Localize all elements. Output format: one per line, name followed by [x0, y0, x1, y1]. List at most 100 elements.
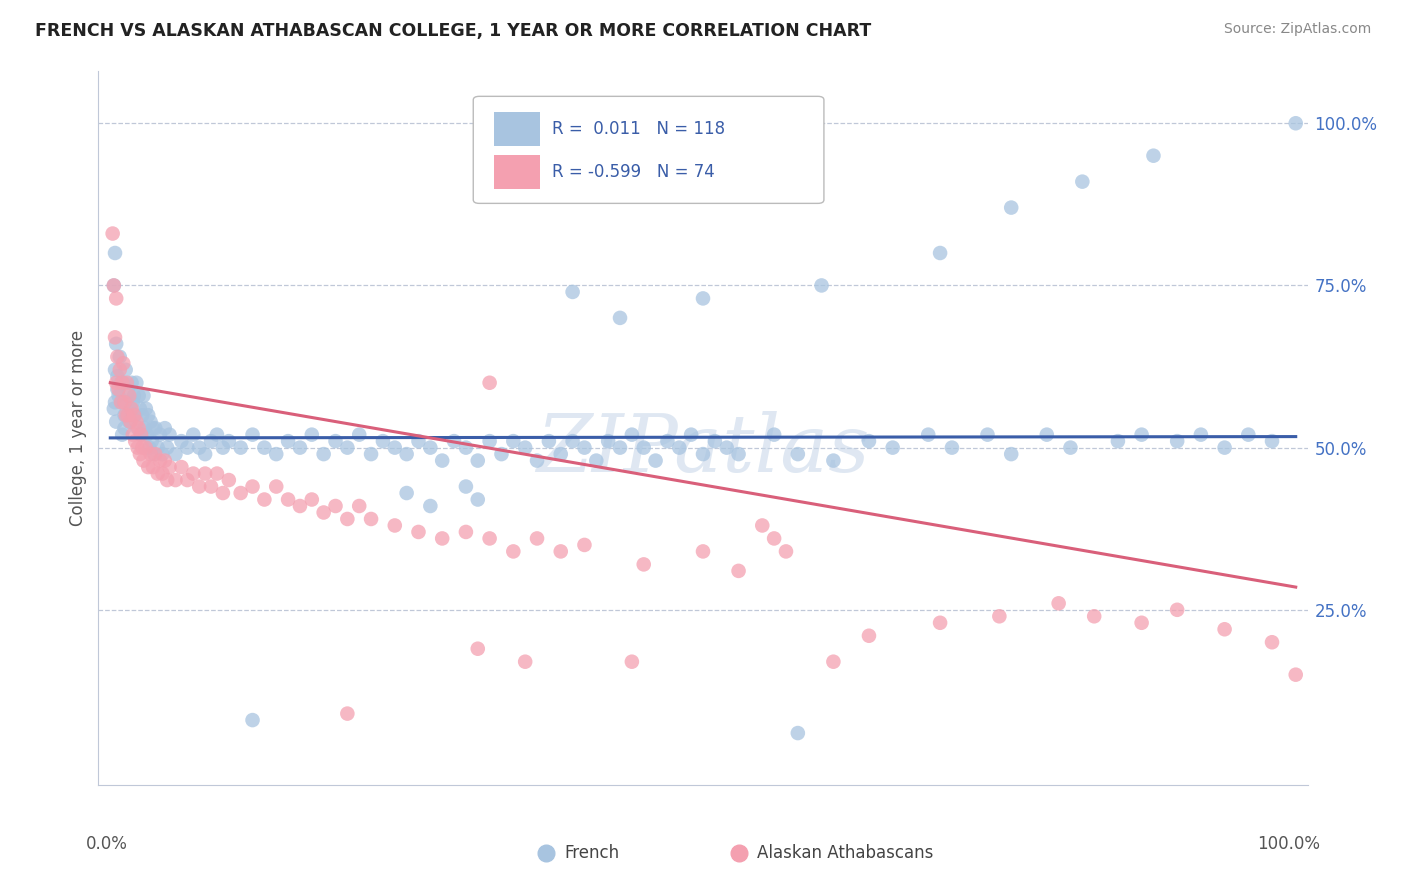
Point — [336, 706, 359, 721]
Point — [1213, 622, 1236, 636]
Point — [1047, 596, 1070, 610]
Point — [408, 434, 430, 449]
Point — [170, 460, 193, 475]
Point — [200, 434, 222, 449]
Point — [114, 363, 136, 377]
Point — [131, 408, 153, 422]
Point — [763, 532, 786, 546]
Point — [976, 427, 998, 442]
Point — [108, 350, 131, 364]
Point — [132, 453, 155, 467]
Point — [107, 382, 129, 396]
Point — [727, 447, 749, 461]
Point — [156, 473, 179, 487]
Point — [371, 434, 394, 449]
Point — [194, 467, 217, 481]
Point — [1083, 609, 1105, 624]
Point — [115, 376, 138, 390]
Point — [149, 453, 172, 467]
Point — [395, 447, 418, 461]
Point — [858, 434, 880, 449]
Point — [681, 427, 703, 442]
Point — [143, 447, 166, 461]
Point — [121, 376, 143, 390]
Point — [108, 363, 131, 377]
Point — [1142, 149, 1164, 163]
Point — [277, 492, 299, 507]
Point — [136, 408, 159, 422]
Point — [132, 389, 155, 403]
Point — [115, 408, 138, 422]
Point — [117, 408, 139, 422]
Point — [1285, 116, 1308, 130]
Point — [264, 479, 287, 493]
Point — [561, 285, 583, 299]
Point — [585, 453, 607, 467]
Point — [253, 492, 276, 507]
Point — [125, 415, 148, 429]
Point — [574, 538, 596, 552]
Point — [229, 486, 252, 500]
Point — [135, 441, 157, 455]
Point — [1166, 434, 1188, 449]
Text: French: French — [564, 844, 619, 862]
Point — [188, 441, 211, 455]
Point — [194, 447, 217, 461]
Point — [1189, 427, 1212, 442]
Point — [143, 447, 166, 461]
Point — [786, 726, 808, 740]
Point — [526, 532, 548, 546]
Point — [110, 376, 132, 390]
Point — [111, 395, 134, 409]
Point — [988, 609, 1011, 624]
Point — [111, 376, 134, 390]
Point — [153, 453, 176, 467]
Point — [107, 389, 129, 403]
Point — [810, 278, 832, 293]
Point — [419, 441, 441, 455]
Point — [620, 427, 643, 442]
Point — [786, 447, 808, 461]
Point — [253, 441, 276, 455]
Bar — [494, 112, 540, 146]
Point — [105, 350, 128, 364]
Point — [149, 427, 172, 442]
Point — [118, 415, 141, 429]
Point — [111, 427, 134, 442]
Point — [134, 421, 156, 435]
Point — [1166, 603, 1188, 617]
Point — [114, 395, 136, 409]
Point — [115, 395, 138, 409]
Text: Alaskan Athabascans: Alaskan Athabascans — [758, 844, 934, 862]
Point — [212, 441, 235, 455]
Point — [716, 441, 738, 455]
Point — [692, 544, 714, 558]
Point — [312, 447, 335, 461]
Point — [128, 421, 150, 435]
Point — [165, 447, 187, 461]
Point — [1261, 635, 1284, 649]
Point — [347, 499, 370, 513]
Point — [467, 453, 489, 467]
Point — [1130, 427, 1153, 442]
Point — [105, 336, 128, 351]
Point — [112, 356, 135, 370]
Point — [301, 492, 323, 507]
Point — [1059, 441, 1081, 455]
Point — [105, 415, 128, 429]
Point — [118, 389, 141, 403]
Point — [301, 427, 323, 442]
Point — [633, 441, 655, 455]
Y-axis label: College, 1 year or more: College, 1 year or more — [69, 330, 87, 526]
Point — [101, 227, 124, 241]
Point — [360, 447, 382, 461]
Point — [159, 427, 181, 442]
Text: FRENCH VS ALASKAN ATHABASCAN COLLEGE, 1 YEAR OR MORE CORRELATION CHART: FRENCH VS ALASKAN ATHABASCAN COLLEGE, 1 … — [35, 22, 872, 40]
Point — [129, 447, 152, 461]
Point — [143, 421, 166, 435]
Point — [1213, 441, 1236, 455]
Point — [644, 453, 666, 467]
Point — [1071, 175, 1094, 189]
Point — [1000, 201, 1022, 215]
Point — [218, 473, 240, 487]
